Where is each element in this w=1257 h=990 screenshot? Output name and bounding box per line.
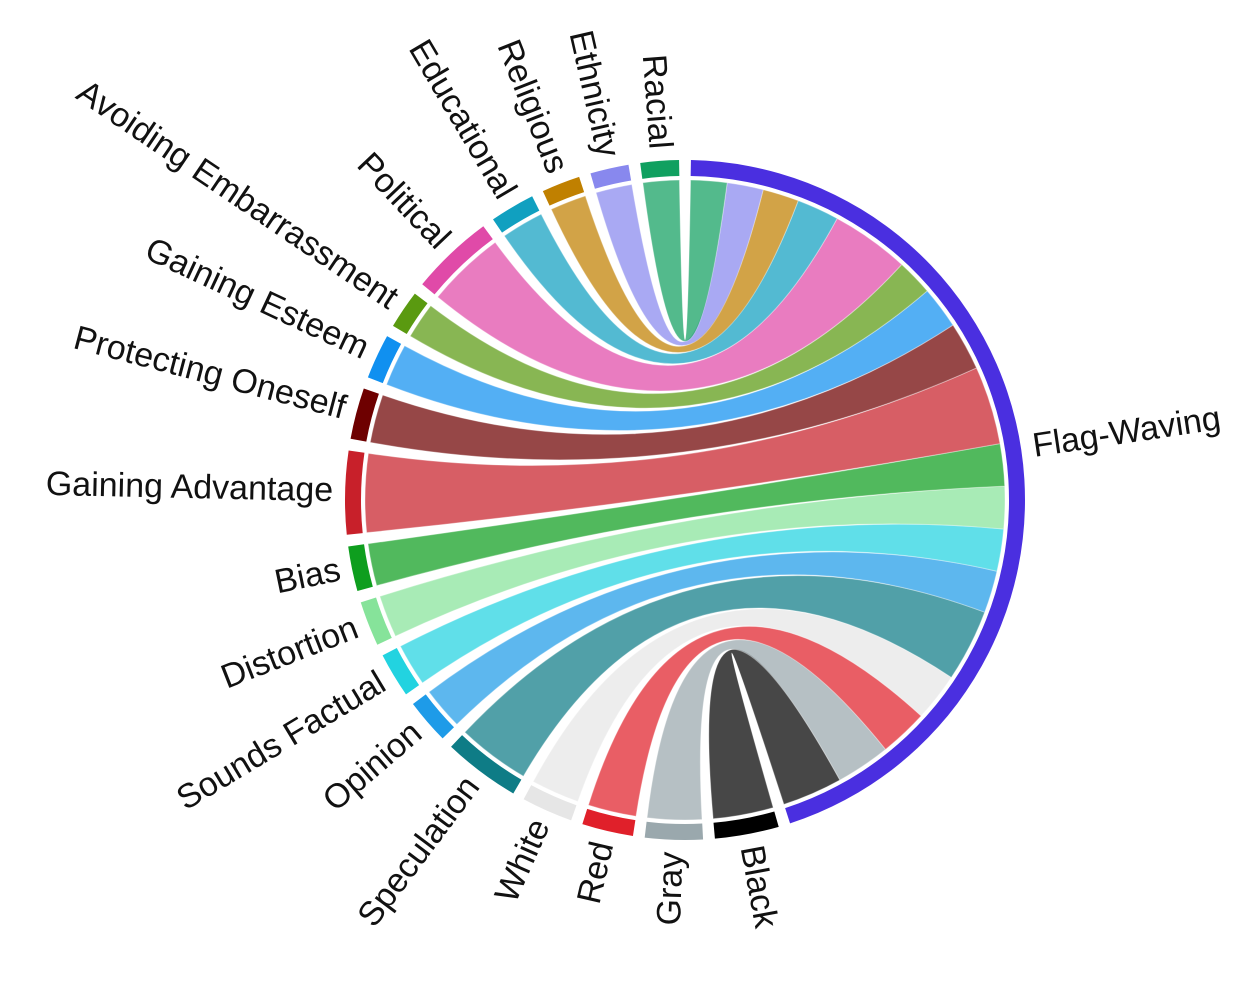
group-arc [367, 336, 402, 384]
ribbon [369, 324, 978, 461]
group-arc [523, 785, 577, 821]
node-label: Flag-Waving [1030, 399, 1223, 465]
ribbon [409, 263, 928, 409]
group-arc [582, 808, 636, 836]
ribbon [367, 443, 1006, 587]
node-label: Bias [271, 551, 343, 602]
group-arc [451, 735, 522, 794]
ribbon [550, 189, 799, 353]
node-label: Black [733, 842, 786, 932]
node-label: Red [570, 838, 621, 907]
ribbon [642, 179, 728, 342]
ribbon [595, 182, 764, 347]
group-arc [713, 811, 779, 839]
ribbon [708, 648, 841, 820]
node-label: Gray [650, 851, 690, 926]
ribbon [587, 625, 922, 817]
group-arc [382, 648, 420, 695]
ribbon [428, 551, 998, 726]
node-label: White [488, 813, 558, 908]
group-arc [640, 160, 680, 179]
group-arc [644, 821, 704, 841]
group-arc [348, 544, 373, 591]
node-label: Political [350, 145, 458, 256]
ribbon [503, 200, 838, 365]
ribbon [436, 217, 903, 392]
group-arc [350, 388, 379, 442]
group-arc [392, 293, 428, 335]
node-label: Speculation [350, 769, 487, 934]
group-arc [493, 196, 540, 233]
group-arc [345, 450, 365, 535]
node-label: Ethnicity [562, 27, 628, 161]
group-arc [590, 164, 632, 189]
group-arc [422, 226, 493, 295]
group-arc [412, 694, 455, 739]
ribbon [379, 485, 1006, 637]
group-arc [542, 176, 585, 206]
node-label: Gaining Advantage [45, 465, 333, 509]
group-arc [360, 597, 392, 645]
node-label: Racial [635, 53, 680, 150]
ribbon [464, 575, 986, 777]
ribbon [385, 290, 954, 431]
ribbon [364, 367, 1001, 534]
